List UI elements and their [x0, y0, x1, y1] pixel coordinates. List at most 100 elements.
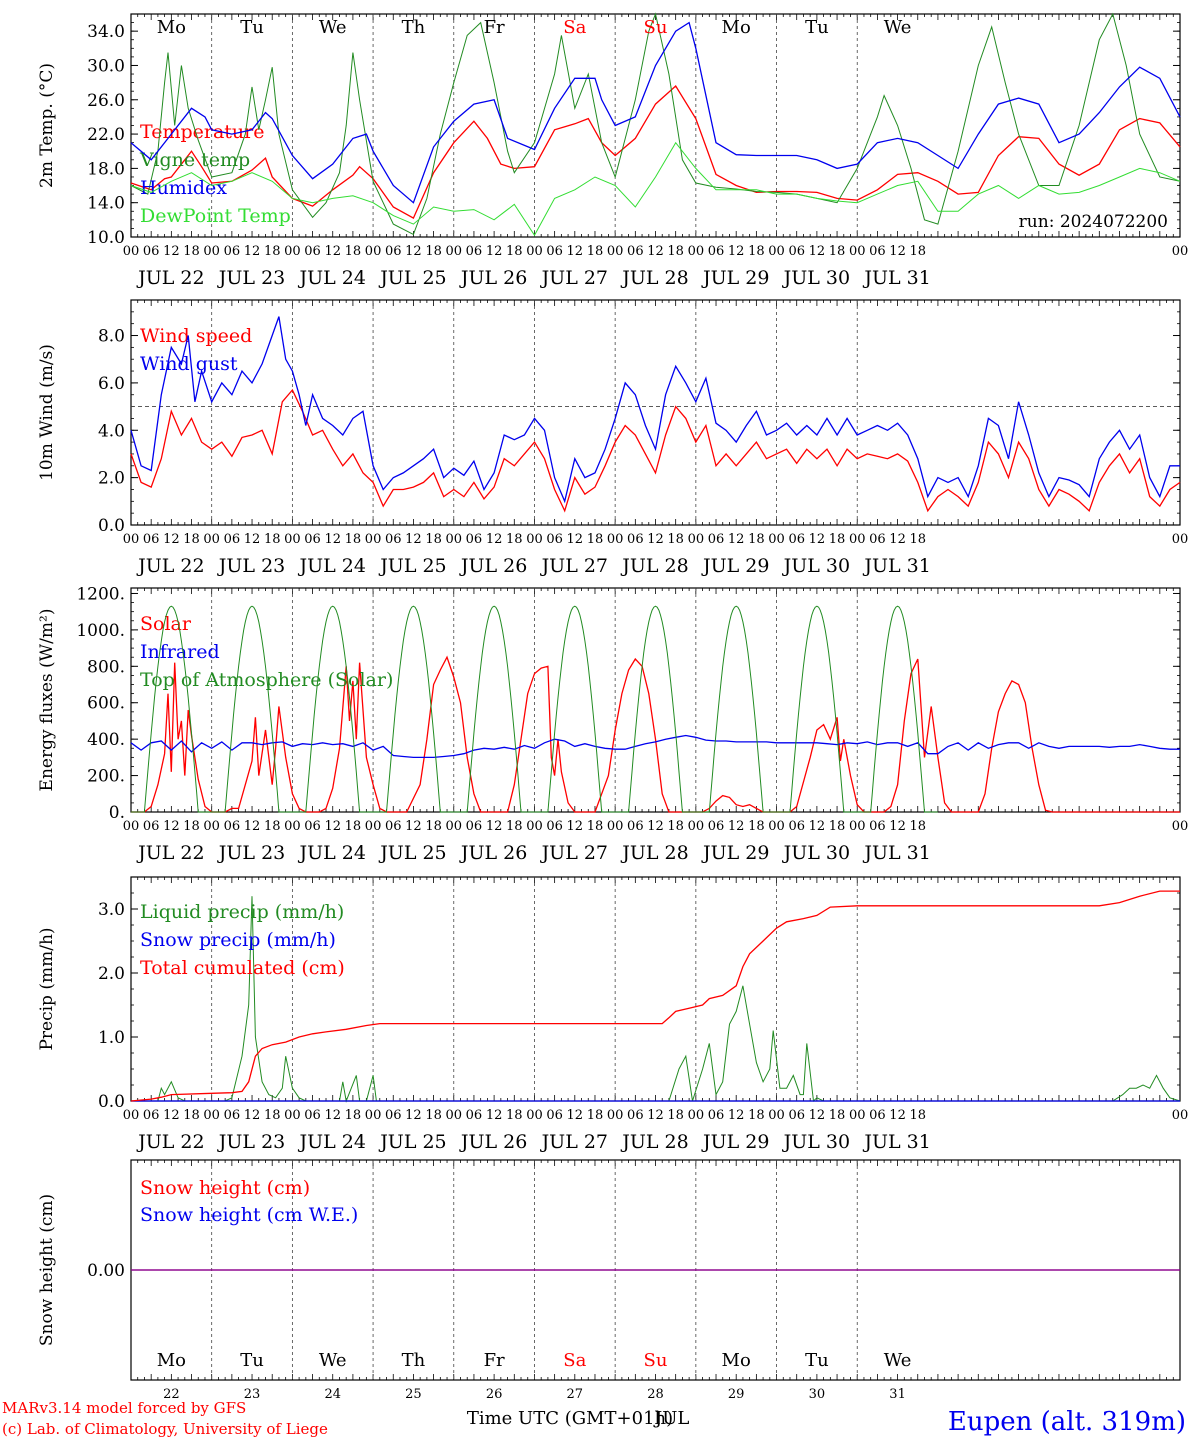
- panel-3: 0. 200. 400. 600. 800. 1000. 1200. Energy fluxe…: [37, 584, 1188, 864]
- hour-label: 06: [143, 1108, 160, 1123]
- hour-label: 00: [768, 819, 785, 834]
- hour-label: 06: [708, 819, 725, 834]
- hour-label: 00: [123, 532, 140, 547]
- day-name: Fr: [484, 17, 505, 38]
- hour-label: 18: [587, 532, 604, 547]
- hour-label: 00: [688, 1108, 705, 1123]
- hour-label: 00: [607, 819, 624, 834]
- hour-label: 18: [909, 819, 926, 834]
- hour-label: 00: [445, 532, 462, 547]
- y-axis-label: Precip (mm/h): [37, 927, 57, 1050]
- hour-label: 12: [405, 1108, 422, 1123]
- hour-label: 00: [203, 819, 220, 834]
- hour-label: 00: [284, 1108, 301, 1123]
- hour-label: 18: [748, 244, 765, 259]
- date-label: JUL 26: [459, 1131, 527, 1153]
- y-tick-label: 600.: [87, 694, 125, 714]
- hour-label: 06: [546, 244, 563, 259]
- day-name: Tu: [240, 1350, 264, 1371]
- hour-label: 18: [667, 1108, 684, 1123]
- legend-entry: Snow height (cm): [140, 1177, 310, 1199]
- y-tick-label: 30.0: [87, 56, 125, 76]
- day-number: 26: [486, 1387, 503, 1402]
- y-tick-label: 0.00: [87, 1261, 125, 1281]
- date-label: JUL 24: [297, 555, 365, 577]
- date-label: JUL 25: [378, 555, 446, 577]
- hour-label: 00: [365, 819, 382, 834]
- hour-label: 18: [425, 1108, 442, 1123]
- y-tick-label: 22.0: [87, 125, 125, 145]
- hour-label: 06: [546, 532, 563, 547]
- hour-label: 12: [647, 819, 664, 834]
- hour-label: 12: [809, 1108, 826, 1123]
- hour-label: 12: [244, 819, 261, 834]
- date-label: JUL 27: [540, 1131, 608, 1153]
- hour-label: 06: [627, 819, 644, 834]
- hour-label: 18: [587, 244, 604, 259]
- date-label: JUL 23: [217, 267, 285, 289]
- hour-label: 12: [486, 244, 503, 259]
- y-tick-label: 26.0: [87, 91, 125, 111]
- y-tick-label: 1000.: [76, 621, 125, 641]
- hour-label: 00: [123, 244, 140, 259]
- hour-label: 00: [445, 819, 462, 834]
- hour-label: 12: [486, 532, 503, 547]
- hour-label: 12: [809, 532, 826, 547]
- day-number: 31: [889, 1387, 906, 1402]
- date-label: JUL 24: [297, 842, 365, 864]
- date-label: JUL 24: [297, 1131, 365, 1153]
- series-line: [130, 316, 1180, 504]
- series-line: [131, 605, 938, 813]
- hour-label: 06: [385, 819, 402, 834]
- hour-label: 06: [224, 819, 241, 834]
- hour-label: 18: [829, 819, 846, 834]
- y-tick-label: 8.0: [98, 327, 125, 347]
- y-axis-label: Snow height (cm): [37, 1194, 57, 1346]
- series-line: [130, 734, 1180, 759]
- hour-label: 06: [143, 819, 160, 834]
- series-line: [130, 12, 1181, 236]
- hour-label: 00: [688, 244, 705, 259]
- hour-label: 00: [768, 244, 785, 259]
- hour-label: 18: [425, 244, 442, 259]
- legend-entry: Snow height (cm W.E.): [140, 1204, 358, 1226]
- day-name: Tu: [805, 1350, 829, 1371]
- date-label: JUL 31: [862, 1131, 930, 1153]
- hour-label: 12: [163, 532, 180, 547]
- hour-label: 12: [647, 244, 664, 259]
- hour-label: 12: [889, 532, 906, 547]
- hour-label: 06: [708, 244, 725, 259]
- hour-label: 00: [445, 244, 462, 259]
- hour-label: 18: [909, 1108, 926, 1123]
- hour-label: 12: [809, 244, 826, 259]
- day-number: 27: [567, 1387, 584, 1402]
- y-tick-label: 6.0: [98, 374, 125, 394]
- y-tick-label: 400.: [87, 730, 125, 750]
- day-name: Sa: [563, 17, 586, 38]
- hour-label: 06: [385, 1108, 402, 1123]
- station-label: Eupen (alt. 319m): [948, 1407, 1186, 1437]
- date-label: JUL 26: [459, 842, 527, 864]
- date-label: JUL 22: [136, 842, 204, 864]
- hour-label: 06: [304, 244, 321, 259]
- hour-label: 00: [607, 1108, 624, 1123]
- hour-label: 18: [587, 1108, 604, 1123]
- series-line: [130, 388, 1181, 513]
- hour-label: 06: [385, 532, 402, 547]
- legend-entry: Liquid precip (mm/h): [140, 901, 344, 923]
- day-number: 22: [163, 1387, 180, 1402]
- hour-label: 18: [506, 1108, 523, 1123]
- series-line: [131, 896, 1181, 1103]
- date-label: JUL 29: [701, 555, 769, 577]
- y-tick-label: 18.0: [87, 159, 125, 179]
- date-label: JUL 24: [297, 267, 365, 289]
- series-line: [130, 141, 1181, 237]
- hour-label: 00: [1172, 819, 1189, 834]
- hour-label: 00: [365, 532, 382, 547]
- hour-label: 18: [506, 532, 523, 547]
- hour-label: 12: [567, 532, 584, 547]
- panel-2: 0.0 2.0 4.0 6.0 8.0 10m Wind (m/s) Wind speed W…: [37, 299, 1188, 577]
- plot-frame: [130, 587, 1181, 813]
- legend-entry: Snow precip (mm/h): [140, 929, 336, 951]
